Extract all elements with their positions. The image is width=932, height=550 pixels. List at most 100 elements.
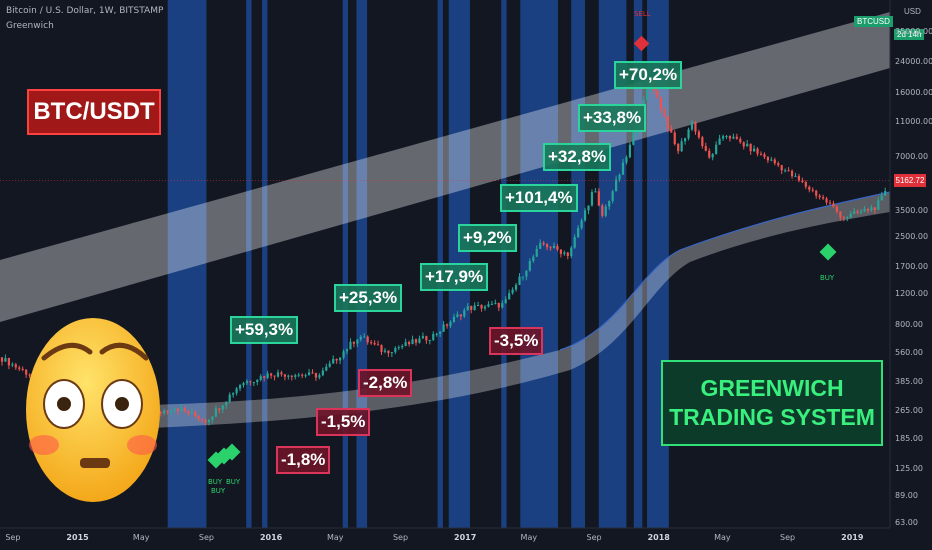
candle-body (276, 372, 280, 377)
candle-body (532, 256, 535, 262)
candle-body (4, 357, 7, 362)
candle-body (556, 245, 559, 250)
candle-body (245, 381, 249, 384)
candle-body (715, 144, 718, 155)
candle-body (787, 170, 790, 172)
candle-body (287, 375, 290, 377)
candle-body (577, 227, 580, 238)
candle-body (363, 336, 366, 338)
candle-body (166, 410, 169, 412)
candle-body (777, 163, 780, 166)
buy-signal-marker (223, 443, 241, 461)
y-tick-label: 125.00 (895, 464, 923, 474)
candle-body (194, 412, 197, 416)
candle-body (211, 416, 214, 420)
candle-body (746, 143, 749, 147)
candle-body (352, 341, 355, 344)
candle-body (314, 373, 318, 378)
candle-body (459, 314, 462, 317)
candle-body (728, 136, 732, 139)
candle-body (207, 419, 211, 423)
candle-body (804, 182, 807, 187)
candle-body (332, 358, 335, 364)
sell-signal-label: SELL (634, 10, 651, 18)
candle-body (463, 310, 466, 317)
candle-body (394, 348, 397, 353)
candle-body (159, 411, 162, 414)
candle-body (294, 375, 297, 377)
candle-body (187, 411, 190, 414)
candle-body (539, 242, 542, 249)
candle-body (473, 305, 476, 310)
candle-body (725, 136, 728, 138)
candle-body (487, 304, 490, 307)
candle-body (197, 415, 200, 419)
candle-body (432, 334, 435, 340)
candle-body (739, 138, 742, 143)
signal-zone (356, 0, 368, 528)
candle-body (183, 408, 186, 412)
candle-body (176, 408, 180, 412)
candle-body (249, 381, 252, 383)
ticker-tag: BTCUSD (854, 16, 893, 27)
gain-annotation: +101,4% (500, 184, 578, 212)
candle-body (290, 375, 293, 377)
candle-body (490, 303, 493, 305)
candle-body (235, 388, 238, 394)
candle-body (169, 410, 173, 412)
y-tick-label: 1700.00 (895, 261, 929, 271)
candle-body (201, 418, 204, 420)
signal-zone (633, 0, 643, 528)
candle-body (677, 144, 680, 152)
gain-annotation: +9,2% (458, 224, 517, 252)
candle-body (414, 339, 418, 343)
candle-body (597, 191, 600, 206)
lower-channel-band (150, 192, 890, 428)
candle-body (321, 370, 324, 376)
candle-body (456, 314, 459, 317)
emoji-brow-left (41, 342, 93, 361)
y-tick-label: 63.00 (895, 517, 918, 527)
y-tick-label: 2500.00 (895, 232, 929, 241)
candle-body (849, 213, 852, 218)
emoji-pupil-right (115, 397, 129, 411)
candle-body (818, 195, 821, 198)
signal-zone (520, 0, 558, 528)
candle-body (0, 357, 4, 362)
candle-body (480, 304, 483, 309)
candle-body (615, 179, 618, 192)
emoji-pupil-left (57, 397, 71, 411)
y-tick-label: 3500.00 (895, 205, 929, 215)
candle-body (445, 324, 449, 326)
candle-body (366, 336, 369, 343)
candle-body (214, 408, 217, 417)
signal-zone (342, 0, 348, 528)
candle-body (753, 148, 756, 152)
candle-body (404, 342, 407, 346)
candle-body (825, 198, 828, 203)
candle-body (521, 276, 525, 278)
candle-body (442, 324, 445, 332)
candle-body (770, 159, 773, 161)
candle-body (283, 374, 286, 377)
candle-body (708, 150, 711, 158)
candle-body (342, 351, 345, 358)
gain-annotation: +33,8% (578, 104, 647, 132)
y-tick-label: 7000.00 (895, 152, 929, 162)
candle-body (497, 302, 500, 308)
candle-body (263, 376, 266, 378)
candle-body (828, 202, 832, 204)
indicator-name: Greenwich (6, 21, 54, 31)
candle-body (466, 306, 469, 311)
candle-body (587, 205, 590, 211)
gain-annotation: +25,3% (334, 284, 403, 312)
candle-body (701, 137, 704, 147)
candle-body (673, 132, 676, 145)
bar-countdown: 2d 14h (894, 29, 925, 40)
candle-body (425, 336, 428, 341)
candle-body (477, 304, 480, 306)
x-tick-label: 2017 (454, 533, 477, 542)
buy-signal-marker (819, 243, 837, 261)
candle-body (483, 306, 487, 309)
